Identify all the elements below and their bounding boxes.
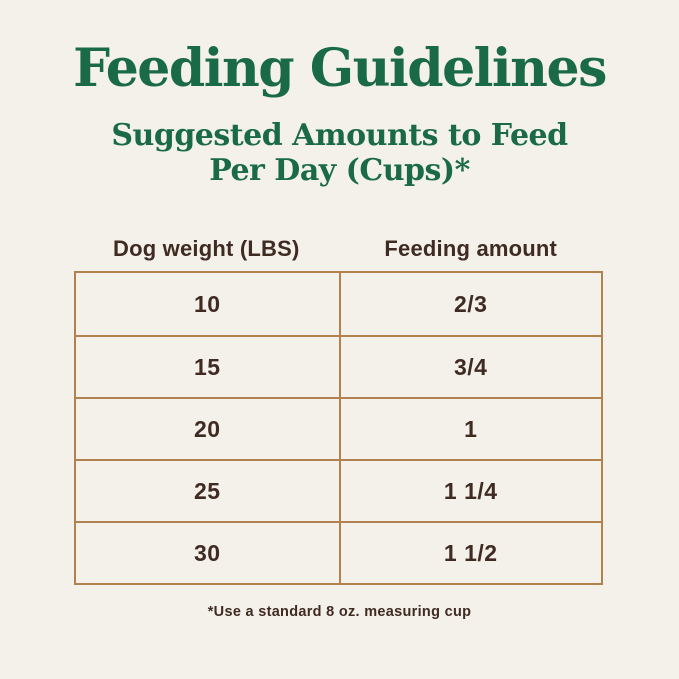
column-header-feeding-amount: Feeding amount [384,236,558,261]
subtitle-line-1: Suggested Amounts to Feed [111,118,568,153]
table-cell-amount: 2/3 [338,273,602,335]
feeding-table: 10 2/3 15 3/4 20 1 25 1 1/4 30 1 1/2 [74,271,603,585]
page-subtitle: Suggested Amounts to Feed Per Day (Cups)… [0,118,679,189]
table-cell-amount: 1 [338,397,601,459]
subtitle-line-2: Per Day (Cups)* [209,153,470,189]
table-header-row: Dog weight (LBS) Feeding amount [74,236,603,264]
table-cell-amount: 1 1/4 [338,459,601,521]
page-title: Feeding Guidelines [73,38,607,99]
table-cell-weight: 10 [193,290,221,317]
table-cell-weight: 25 [76,459,339,521]
table-cell-weight: 30 [76,521,339,583]
table-cell-weight: 15 [76,335,339,397]
column-header-dog-weight: Dog weight (LBS) [112,236,300,261]
table-cell-amount: 3/4 [338,335,601,397]
table-cell-amount: 1 1/2 [338,521,601,583]
table-cell-weight: 20 [76,397,339,459]
measuring-cup-footnote: *Use a standard 8 oz. measuring cup [207,604,472,620]
